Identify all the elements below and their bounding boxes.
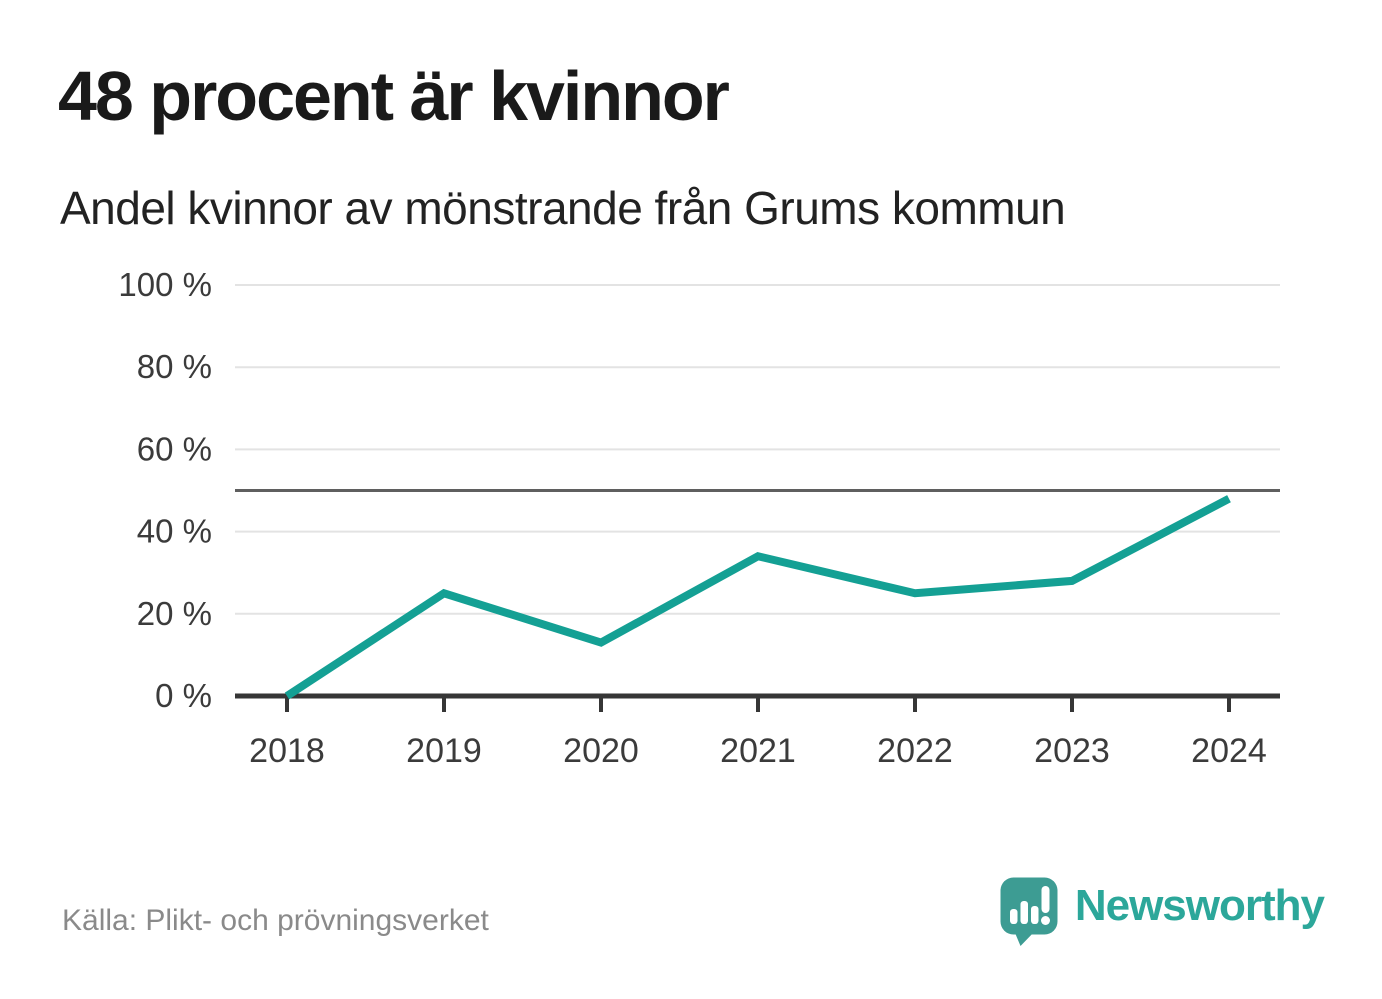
y-tick-label: 100 % — [118, 266, 212, 303]
bar-chart-bar-medium — [1030, 906, 1039, 924]
speech-bubble-tail — [1012, 928, 1036, 946]
newsworthy-logo-icon — [1000, 877, 1058, 946]
x-tick-label: 2018 — [249, 732, 325, 770]
y-tick-label: 80 % — [137, 348, 212, 385]
bar-chart-bar-tall — [1020, 901, 1028, 924]
newsworthy-brand: Newsworthy — [999, 876, 1325, 948]
y-tick-label: 0 % — [155, 677, 212, 714]
x-tick-label: 2023 — [1034, 732, 1110, 770]
exclamation-mark-dot — [1040, 916, 1050, 925]
exclamation-mark-bar — [1041, 886, 1050, 913]
page-subtitle: Andel kvinnor av mönstrande från Grums k… — [60, 182, 1066, 234]
data-line — [284, 495, 1231, 700]
brand-name: Newsworthy — [1074, 881, 1325, 930]
source-note: Källa: Plikt- och prövningsverket — [62, 904, 489, 937]
x-tick-label: 2020 — [563, 732, 639, 770]
y-tick-label: 40 % — [137, 513, 212, 550]
x-tick-label: 2024 — [1191, 732, 1267, 770]
bar-chart-bar-small — [1009, 909, 1018, 924]
x-tick-label: 2021 — [720, 732, 796, 770]
y-tick-label: 60 % — [137, 430, 212, 467]
x-tick-label: 2019 — [406, 732, 482, 770]
page-title: 48 procent är kvinnor — [58, 57, 730, 135]
y-tick-label: 20 % — [137, 595, 212, 632]
x-tick-label: 2022 — [877, 732, 953, 770]
